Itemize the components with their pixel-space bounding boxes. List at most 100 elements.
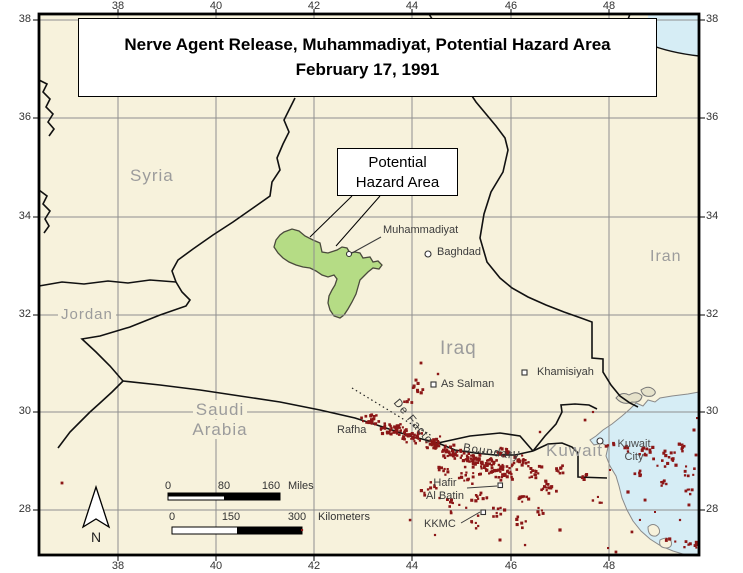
unit-dot [437,441,440,444]
unit-dot [540,488,543,492]
north-arrow-icon [81,484,111,529]
unit-dot [692,428,696,432]
unit-dot [456,450,459,453]
unit-dot [687,503,691,507]
unit-dot [465,454,469,457]
unit-dot [455,454,459,457]
unit-dot [499,512,503,516]
unit-dot [405,441,408,444]
unit-dot [543,485,547,489]
unit-dot [365,421,368,424]
unit-dot [369,414,373,418]
kkmc-marker [480,509,487,516]
unit-dot [540,509,543,512]
unit-dot [547,491,551,495]
unit-dot [478,453,482,457]
unit-dot [541,511,545,515]
unit-dot [60,481,64,485]
unit-dot [415,434,419,438]
unit-dot [492,515,495,518]
unit-dot [436,440,440,443]
unit-dot [527,461,530,464]
unit-dot [476,514,480,517]
unit-dot [364,414,368,418]
unit-dot [522,495,526,498]
km-scalebar-fill [237,527,302,534]
unit-dot [423,491,426,494]
unit-dot [681,443,684,446]
unit-dot [680,443,683,446]
unit-dot [609,469,611,471]
marsh-blob-2 [640,386,656,397]
unit-dot [671,459,675,462]
unit-dot [645,447,649,451]
unit-dot [662,479,666,483]
unit-dot [515,468,519,471]
unit-dot [517,497,521,501]
unit-dot [510,477,514,481]
unit-dot [474,527,478,530]
unit-dot [476,495,479,498]
unit-dot [481,497,485,501]
unit-dot [516,515,520,519]
unit-dot [494,475,497,479]
caspian-sea [648,14,699,56]
axis-label-left-32: 32 [18,308,31,320]
axis-label-top-48: 48 [602,0,616,12]
km-scale-150: 150 [221,511,241,523]
unit-dot [488,462,492,466]
map-title-line2: February 17, 1991 [295,60,440,79]
country-label-iran: Iran [650,248,682,265]
unit-dot [466,459,469,463]
unit-dot [500,475,504,479]
unit-dot [683,546,686,549]
unit-dot [489,457,493,460]
unit-dot [663,449,667,453]
unit-dot [413,436,416,439]
unit-dot [694,540,698,544]
unit-dot [430,441,434,444]
place-leader-lines [351,236,498,524]
axis-label-left-34: 34 [18,210,31,222]
unit-dot [301,529,304,532]
unit-dot [430,442,434,446]
unit-dot [523,543,527,547]
unit-dot [479,491,483,495]
unit-dot [682,444,686,448]
unit-dot [538,513,541,516]
unit-dot [669,451,673,455]
unit-dot [484,462,488,465]
unit-dot [451,452,455,456]
axis-label-bottom-38: 38 [111,560,125,572]
place-label-kkmc: KKMC [424,518,456,530]
axis-ticks [33,9,705,561]
unit-dot [545,480,548,483]
unit-dot [504,452,507,455]
kuwait-city-marker [596,437,604,445]
unit-dot [503,472,507,476]
unit-dot [471,475,475,479]
unit-dot [409,434,412,437]
unit-dot [432,438,436,442]
unit-dot [591,410,595,414]
unit-dot [479,472,482,476]
axis-label-bottom-48: 48 [602,560,616,572]
unit-dot [518,460,522,464]
unit-dot [558,472,562,475]
unit-dot [480,465,483,468]
unit-dot [410,437,413,440]
unit-dot [388,423,391,426]
unit-dot [626,490,630,494]
unit-dot [521,500,524,503]
unit-dot [471,461,475,465]
unit-dot [502,455,505,458]
unit-dot [448,453,452,457]
syria-jordan-border [38,279,177,287]
unit-dot [495,511,498,515]
unit-dot [459,456,462,459]
unit-dot [451,501,454,504]
unit-dot [580,476,584,480]
place-label-baghdad: Baghdad [437,246,482,258]
unit-dot [528,476,531,479]
miles-scalebar-fill [168,493,224,497]
